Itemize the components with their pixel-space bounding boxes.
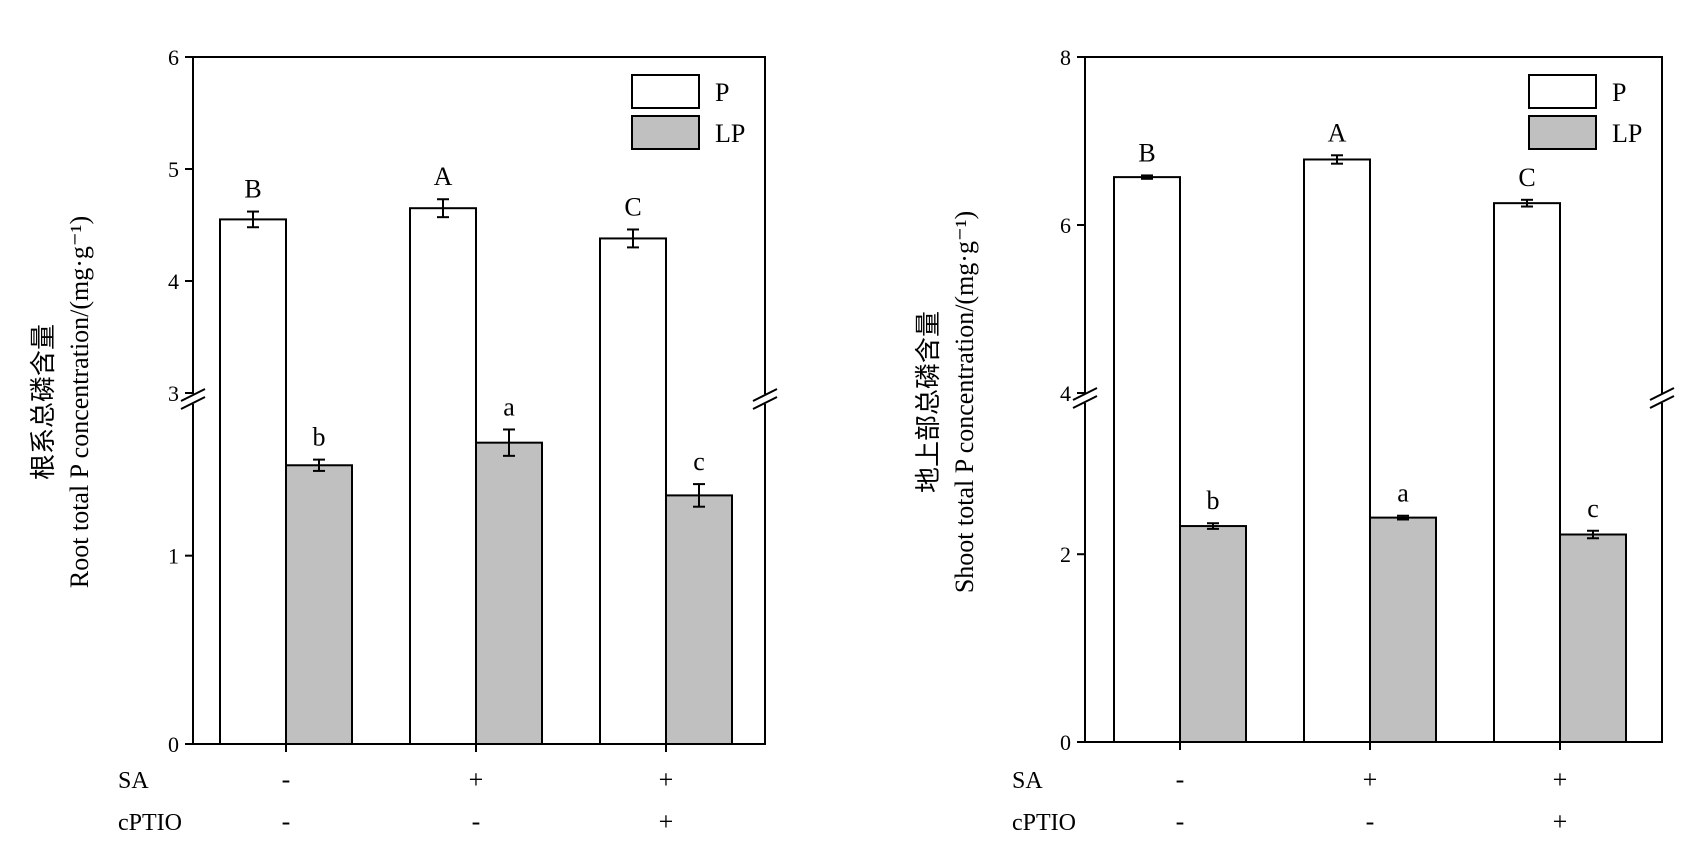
significance-letter: B [1138, 138, 1155, 167]
y-tick-label: 2 [1060, 542, 1071, 567]
y-axis-label: Shoot total P concentration/(mg·g⁻¹) [950, 211, 979, 593]
y-tick-label: 6 [168, 45, 179, 70]
y-tick-label: 6 [1060, 213, 1071, 238]
axis-break-slash [752, 388, 778, 402]
legend-swatch-lp [631, 115, 700, 150]
bar-lp [1179, 525, 1247, 743]
bar-p [599, 237, 667, 745]
factor-sign: + [1553, 807, 1568, 836]
bar-lp [1559, 533, 1627, 743]
significance-letter: a [503, 392, 515, 421]
factor-label: SA [118, 768, 149, 794]
y-tick-label: 5 [168, 157, 179, 182]
y-tick-label: 4 [1060, 381, 1071, 406]
factor-sign: + [1553, 765, 1568, 794]
y-tick-label: 4 [168, 269, 179, 294]
bar-lp [285, 464, 353, 745]
axis-break-slash [180, 388, 206, 402]
axis-break-gap [761, 394, 769, 404]
axis-break-slash [1649, 387, 1675, 401]
significance-letter: C [624, 192, 641, 221]
y-tick-label: 8 [1060, 45, 1071, 70]
factor-sign: + [659, 807, 674, 836]
legend-label-lp: LP [1612, 119, 1642, 148]
legend-swatch-lp [1528, 115, 1597, 150]
axis-break-gap [1081, 394, 1089, 403]
significance-letter: A [434, 162, 453, 191]
significance-letter: c [1587, 494, 1599, 523]
bar-lp [665, 494, 733, 745]
factor-sign: - [1366, 807, 1375, 836]
significance-letter: a [1397, 479, 1409, 508]
y-tick-label: 1 [168, 544, 179, 569]
significance-letter: b [313, 423, 326, 452]
factor-sign: - [1176, 765, 1185, 794]
bar-p [1303, 158, 1371, 744]
significance-letter: B [244, 175, 261, 204]
factor-sign: + [659, 765, 674, 794]
legend-swatch-p [1528, 74, 1597, 109]
shoot-p-chart: 0 2 4 6 8 B A Cb a c P LP 地上部总磷含量 Shoot total P conce… [914, 45, 1675, 836]
significance-letter: A [1328, 118, 1347, 147]
significance-letter: C [1518, 163, 1535, 192]
legend-label-p: P [715, 78, 729, 107]
legend-swatch-p [631, 74, 700, 109]
significance-letter: c [693, 447, 705, 476]
factor-sign: - [1176, 807, 1185, 836]
bar-lp [475, 441, 543, 745]
factor-label: cPTIO [118, 810, 182, 836]
y-axis-label-cn: 地上部总磷含量 [914, 311, 943, 493]
significance-letter: b [1207, 486, 1220, 515]
y-axis-label: Root total P concentration/(mg·g⁻¹) [65, 216, 94, 588]
bar-p [1113, 176, 1181, 743]
factor-label: cPTIO [1012, 810, 1076, 836]
bar-p [409, 207, 477, 745]
factor-sign: - [282, 765, 291, 794]
factor-sign: - [282, 807, 291, 836]
axis-break-slash [752, 396, 778, 410]
bar-lp [1369, 516, 1437, 743]
y-tick-label: 0 [1060, 730, 1071, 755]
axis-break-gap [1658, 394, 1666, 403]
axis-break-slash [1649, 395, 1675, 409]
root-p-chart: 0 1 3 4 5 6 B A Cb a c P LP 根系总磷含量 Root total P concen… [29, 45, 778, 836]
axis-break-slash [1072, 395, 1098, 409]
y-tick-label: 3 [168, 381, 179, 406]
y-tick-label: 0 [168, 732, 179, 757]
factor-sign: + [1363, 765, 1378, 794]
axis-break-slash [180, 396, 206, 410]
legend-label-p: P [1612, 78, 1626, 107]
bar-p [219, 218, 287, 745]
factor-label: SA [1012, 768, 1043, 794]
factor-sign: + [469, 765, 484, 794]
y-axis-label-cn: 根系总磷含量 [29, 324, 58, 480]
legend-label-lp: LP [715, 119, 745, 148]
bar-p [1493, 202, 1561, 744]
axis-break-gap [189, 394, 197, 404]
factor-sign: - [472, 807, 481, 836]
